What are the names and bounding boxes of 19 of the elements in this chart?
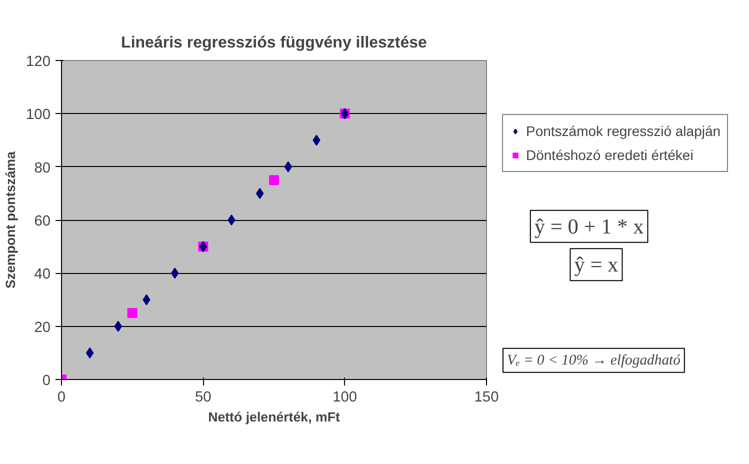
y-tick-label: 100 xyxy=(26,107,51,124)
legend-label: Döntéshozó eredeti értékei xyxy=(526,147,694,163)
legend-label: Pontszámok regresszió alapján xyxy=(526,123,721,139)
y-tick-label: 40 xyxy=(34,266,51,283)
x-tick-label: 100 xyxy=(332,390,358,406)
chart-title: Lineáris regressziós függvény illesztése xyxy=(121,34,428,52)
y-axis-title: Szempont pontszáma xyxy=(3,150,18,288)
y-tick-label: 20 xyxy=(34,320,51,336)
y-tick-label: 60 xyxy=(34,214,51,230)
x-tick-label: 150 xyxy=(474,390,499,406)
y-tick-label: 80 xyxy=(34,160,51,176)
text: Vₑ = 0 < 10% → elfogadható xyxy=(506,352,682,368)
x-tick-label: 0 xyxy=(57,390,66,406)
x-axis-title: Nettó jelenérték, mFt xyxy=(208,410,340,424)
y-tick-label: 120 xyxy=(26,54,51,70)
text: ŷ = x xyxy=(574,252,619,277)
y-tick-label: 0 xyxy=(42,373,51,389)
x-tick-label: 50 xyxy=(195,390,212,406)
text: ŷ = 0 + 1 * x xyxy=(534,214,644,238)
